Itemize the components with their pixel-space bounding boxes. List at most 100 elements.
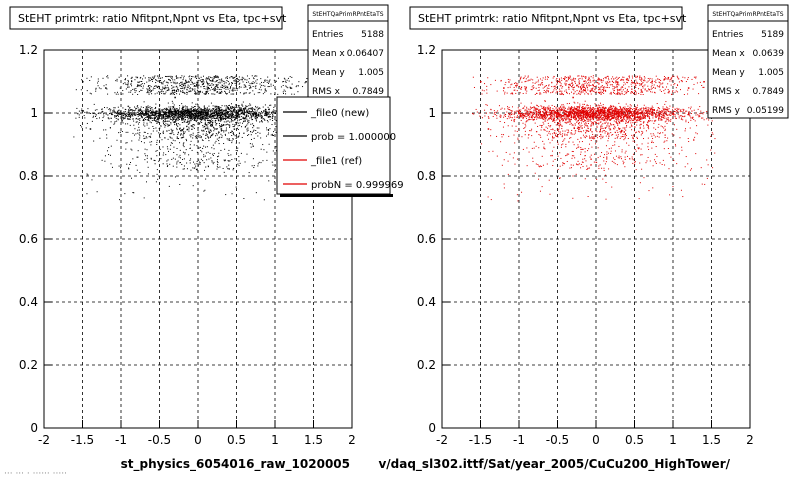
- data-point: [198, 85, 199, 86]
- data-point: [126, 164, 127, 165]
- data-point: [219, 115, 220, 116]
- data-point: [690, 116, 691, 117]
- data-point: [227, 108, 228, 109]
- data-point: [124, 193, 125, 194]
- data-point: [246, 106, 247, 107]
- data-point: [672, 109, 673, 110]
- data-point: [137, 85, 138, 86]
- data-point: [151, 118, 152, 119]
- data-point: [103, 78, 104, 79]
- data-point: [247, 110, 248, 111]
- data-point: [206, 124, 207, 125]
- data-point: [202, 148, 203, 149]
- data-point: [217, 80, 218, 81]
- data-point: [116, 118, 117, 119]
- data-point: [137, 119, 138, 120]
- data-point: [194, 86, 195, 87]
- data-point: [202, 160, 203, 161]
- data-point: [149, 142, 150, 143]
- data-point: [607, 132, 608, 133]
- data-point: [264, 199, 265, 200]
- data-point: [622, 77, 623, 78]
- data-point: [171, 119, 172, 120]
- data-point: [671, 77, 672, 78]
- data-point: [665, 129, 666, 130]
- data-point: [232, 114, 233, 115]
- data-point: [164, 108, 165, 109]
- data-point: [221, 89, 222, 90]
- data-point: [218, 117, 219, 118]
- data-point: [226, 111, 227, 112]
- data-point: [244, 114, 245, 115]
- data-point: [619, 89, 620, 90]
- data-point: [528, 76, 529, 77]
- data-point: [168, 139, 169, 140]
- data-point: [134, 79, 135, 80]
- data-point: [155, 127, 156, 128]
- data-point: [181, 75, 182, 76]
- data-point: [239, 116, 240, 117]
- data-point: [636, 125, 637, 126]
- data-point: [599, 105, 600, 106]
- data-point: [219, 79, 220, 80]
- data-point: [138, 124, 139, 125]
- data-point: [165, 93, 166, 94]
- data-point: [561, 128, 562, 129]
- data-point: [144, 118, 145, 119]
- data-point: [275, 113, 277, 115]
- data-point: [183, 129, 184, 130]
- data-point: [164, 112, 165, 113]
- data-point: [107, 107, 108, 108]
- data-point: [507, 108, 508, 109]
- data-point: [197, 169, 198, 170]
- data-point: [177, 134, 178, 135]
- data-point: [650, 91, 651, 92]
- data-point: [177, 113, 178, 114]
- data-point: [172, 131, 173, 132]
- data-point: [194, 110, 195, 111]
- data-point: [601, 152, 602, 153]
- data-point: [181, 88, 182, 89]
- data-point: [150, 113, 151, 114]
- data-point: [205, 123, 206, 124]
- data-point: [120, 88, 121, 89]
- data-point: [110, 163, 111, 164]
- data-point: [526, 93, 527, 94]
- data-point: [508, 113, 509, 114]
- data-point: [272, 135, 273, 136]
- data-point: [251, 147, 252, 148]
- data-point: [211, 87, 212, 88]
- data-point: [203, 79, 204, 80]
- data-point: [198, 92, 199, 93]
- data-point: [161, 93, 162, 94]
- data-point: [250, 105, 251, 106]
- data-point: [144, 114, 145, 115]
- data-point: [208, 118, 209, 119]
- data-point: [155, 108, 156, 109]
- data-point: [581, 85, 582, 86]
- data-point: [208, 137, 209, 138]
- data-point: [205, 179, 206, 180]
- x-tick-label: 0.5: [227, 433, 246, 447]
- data-point: [198, 163, 199, 164]
- data-point: [259, 112, 260, 113]
- data-point: [125, 143, 126, 144]
- data-point: [562, 86, 563, 87]
- data-point: [232, 193, 233, 194]
- data-point: [217, 156, 218, 157]
- data-point: [164, 121, 165, 122]
- data-point: [185, 117, 186, 118]
- data-point: [199, 148, 200, 149]
- data-point: [148, 79, 149, 80]
- data-point: [712, 167, 713, 168]
- data-point: [140, 108, 141, 109]
- data-point: [117, 112, 118, 113]
- data-point: [542, 80, 543, 81]
- data-point: [289, 81, 290, 82]
- data-point: [183, 118, 184, 119]
- data-point: [216, 106, 217, 107]
- data-point: [648, 107, 649, 108]
- data-point: [192, 115, 193, 116]
- data-point: [207, 91, 208, 92]
